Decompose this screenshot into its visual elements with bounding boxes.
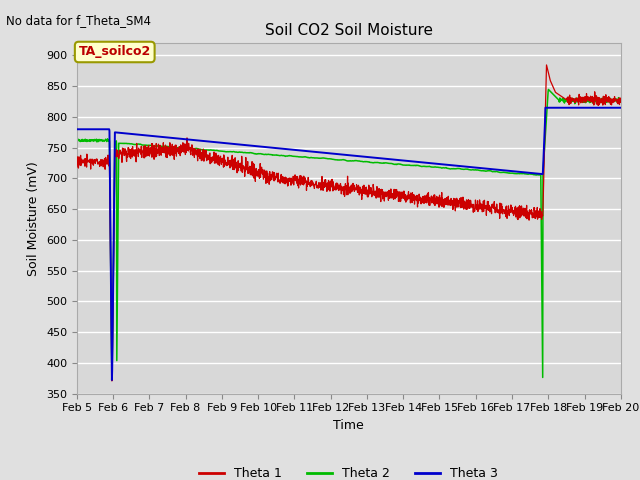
Text: No data for f_Theta_SM4: No data for f_Theta_SM4 (6, 14, 152, 27)
Legend: Theta 1, Theta 2, Theta 3: Theta 1, Theta 2, Theta 3 (195, 462, 503, 480)
Y-axis label: Soil Moisture (mV): Soil Moisture (mV) (28, 161, 40, 276)
Text: TA_soilco2: TA_soilco2 (79, 46, 151, 59)
X-axis label: Time: Time (333, 419, 364, 432)
Title: Soil CO2 Soil Moisture: Soil CO2 Soil Moisture (265, 23, 433, 38)
